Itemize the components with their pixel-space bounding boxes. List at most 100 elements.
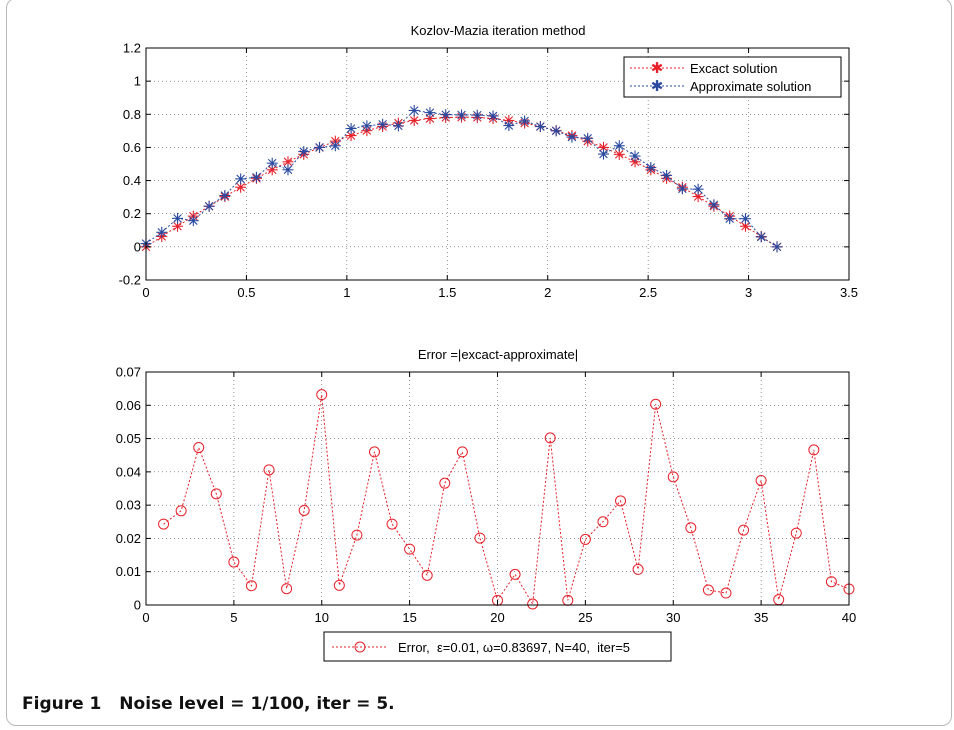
figure-frame (6, 0, 952, 726)
error-ytick-label: 0.07 (116, 365, 141, 380)
solution-data-point-1 (503, 120, 515, 132)
error-ytick-label: 0.04 (116, 464, 141, 479)
solution-ytick-label: 0.2 (123, 206, 141, 221)
error-data-point (193, 442, 205, 454)
error-data-point (298, 504, 310, 516)
solution-xtick-label: 2 (544, 285, 551, 300)
error-data-point (509, 568, 521, 580)
solution-data-point-1 (629, 150, 641, 162)
solution-data-point-1 (676, 183, 688, 195)
error-data-point (615, 495, 627, 507)
legend-label-error: Error, ε=0.01, ω=0.83697, N=40, iter=5 (398, 640, 630, 655)
solution-data-point-1 (250, 171, 262, 183)
solution-data-point-1 (361, 120, 373, 132)
solution-chart-ticks: 0 0.5 1 1.5 2 2.5 3 3.5-0.200.20.40.60.811.2 (119, 41, 858, 301)
error-data-point (351, 529, 363, 541)
error-data-point (456, 446, 468, 458)
figure-canvas: Kozlov-Mazia iteration method 0 0.5 1 1.5 2 2… (116, 23, 858, 662)
error-xtick-label: 35 (754, 610, 768, 625)
solution-ytick-label: -0.2 (119, 273, 141, 288)
solution-data-point-1 (377, 118, 389, 130)
error-data-point (597, 516, 609, 528)
solution-xtick-label: 0 (142, 285, 149, 300)
error-chart-title: Error =|excact-approximate| (418, 347, 578, 362)
legend-label-approx: Approximate solution (690, 79, 811, 94)
solution-series-line-0 (145, 116, 778, 248)
solution-data-point-1 (692, 183, 704, 195)
solution-data-point-1 (566, 131, 578, 143)
error-data-point (667, 471, 679, 483)
error-data-point (333, 579, 345, 591)
solution-data-point-1 (456, 109, 468, 121)
error-data-point (404, 543, 416, 555)
error-ytick-label: 0.03 (116, 498, 141, 513)
solution-data-point-1 (550, 125, 562, 137)
error-series-line-0 (163, 394, 850, 606)
solution-ytick-label: 1 (134, 74, 141, 89)
error-xtick-label: 25 (578, 610, 592, 625)
solution-data-point-1 (345, 123, 357, 135)
error-ytick-label: 0.01 (116, 564, 141, 579)
error-data-point (474, 532, 486, 544)
error-data-point (685, 522, 697, 534)
solution-chart-series (140, 104, 783, 253)
solution-data-point-1 (645, 161, 657, 173)
error-data-point (773, 594, 785, 606)
error-data-point (228, 556, 240, 568)
solution-data-point-0 (408, 114, 420, 126)
solution-ytick-label: 0 (134, 239, 141, 254)
solution-xtick-label: 3.5 (840, 285, 858, 300)
solution-data-point-1 (487, 110, 499, 122)
error-data-point (245, 580, 257, 592)
error-data-point (825, 576, 837, 588)
solution-data-point-1 (282, 164, 294, 176)
solution-chart-axes-box (145, 47, 850, 281)
error-data-point (368, 446, 380, 458)
solution-data-point-1 (172, 212, 184, 224)
solution-chart-title: Kozlov-Mazia iteration method (411, 23, 586, 38)
solution-data-point-1 (440, 109, 452, 121)
solution-data-point-1 (314, 141, 326, 153)
error-data-point (544, 432, 556, 444)
solution-data-point-1 (408, 104, 420, 116)
error-xtick-label: 15 (402, 610, 416, 625)
solution-data-point-1 (708, 199, 720, 211)
error-xtick-label: 40 (842, 610, 856, 625)
solution-data-point-0 (692, 191, 704, 203)
error-chart-legend: Error, ε=0.01, ω=0.83697, N=40, iter=5 (323, 631, 672, 662)
error-ytick-label: 0 (134, 598, 141, 613)
error-xtick-label: 5 (230, 610, 237, 625)
solution-xtick-label: 1.5 (438, 285, 456, 300)
error-data-point (316, 389, 328, 401)
solution-legend-box (623, 56, 842, 98)
error-chart: Error =|excact-approximate| 0 5 10 15 20 25 30… (116, 347, 857, 662)
error-data-point (632, 563, 644, 575)
solution-ytick-label: 0.6 (123, 140, 141, 155)
error-data-point (386, 518, 398, 530)
figure-caption-text: Noise level = 1/100, iter = 5. (119, 694, 395, 714)
solution-data-point-0 (597, 141, 609, 153)
error-ytick-label: 0.06 (116, 398, 141, 413)
error-data-point (439, 477, 451, 489)
error-data-point (738, 524, 750, 536)
solution-data-point-1 (661, 169, 673, 181)
solution-data-point-1 (156, 226, 168, 238)
error-data-point (790, 527, 802, 539)
solution-data-point-1 (235, 173, 247, 185)
error-chart-series (158, 389, 855, 610)
solution-xtick-label: 3 (745, 285, 752, 300)
error-chart-ticks: 0 5 10 15 20 25 30 35 40 0 0.01 0.02 0.03 0.04 0.05 0.0… (116, 365, 857, 626)
error-xtick-label: 10 (315, 610, 329, 625)
error-data-point (210, 488, 222, 500)
figure-caption: Figure 1 Noise level = 1/100, iter = 5. (22, 694, 395, 714)
solution-data-point-1 (534, 121, 546, 133)
solution-data-point-1 (424, 107, 436, 119)
error-data-point (808, 444, 820, 456)
error-chart-grid (146, 372, 849, 605)
error-data-point (650, 398, 662, 410)
solution-chart-legend: ✱ Excact solution ✱ Approximate solution (623, 56, 842, 98)
solution-data-point-1 (724, 213, 736, 225)
solution-data-point-1 (298, 146, 310, 158)
solution-ytick-label: 1.2 (123, 41, 141, 56)
error-xtick-label: 0 (142, 610, 149, 625)
